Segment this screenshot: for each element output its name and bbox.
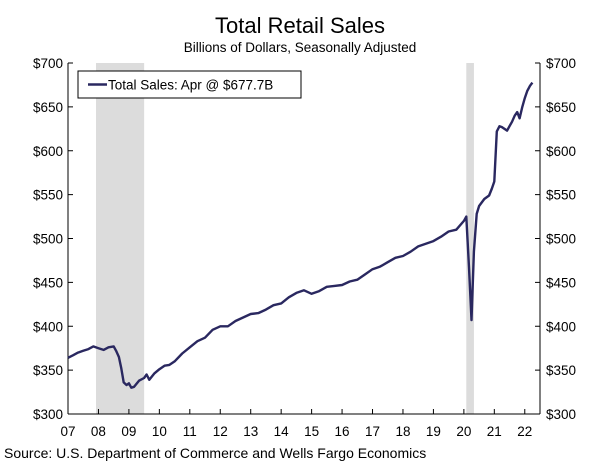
y-tick-label-left: $650 — [33, 100, 63, 115]
x-tick-label: 21 — [487, 424, 502, 439]
source-note: Source: U.S. Department of Commerce and … — [4, 445, 427, 461]
recession-shading — [96, 63, 474, 414]
y-tick-label-left: $350 — [33, 363, 63, 378]
recession-band — [466, 63, 474, 414]
y-tick-label-right: $500 — [546, 232, 576, 247]
x-tick-label: 17 — [365, 424, 380, 439]
y-tick-label-left: $300 — [33, 407, 63, 422]
series-layer — [67, 81, 534, 389]
x-tick-label: 15 — [304, 424, 319, 439]
y-tick-label-right: $600 — [546, 144, 576, 159]
x-tick-label: 10 — [152, 424, 167, 439]
legend: Total Sales: Apr @ $677.7B — [77, 70, 302, 99]
y-tick-label-left: $500 — [33, 232, 63, 247]
y-tick-label-right: $450 — [546, 275, 576, 290]
y-tick-label-right: $350 — [546, 363, 576, 378]
legend-label: Total Sales: Apr @ $677.7B — [108, 78, 273, 93]
x-tick-label: 14 — [274, 424, 290, 439]
x-tick-label: 09 — [121, 424, 136, 439]
y-tick-label-right: $550 — [546, 188, 576, 203]
y-tick-label-left: $450 — [33, 275, 63, 290]
x-tick-label: 22 — [517, 424, 532, 439]
tick-labels: $300 $300 $350 $350 $400 $400 $450 $450 $500 $500… — [33, 56, 576, 439]
recession-band — [96, 63, 145, 414]
x-tick-label: 12 — [213, 424, 228, 439]
x-tick-label: 11 — [183, 424, 197, 439]
x-tick-label: 08 — [91, 424, 106, 439]
x-tick-label: 16 — [335, 424, 350, 439]
x-tick-label: 07 — [60, 424, 75, 439]
x-tick-label: 19 — [426, 424, 441, 439]
series-line — [67, 81, 534, 389]
chart-title: Total Retail Sales — [215, 13, 385, 38]
y-tick-label-right: $650 — [546, 100, 576, 115]
x-tick-label: 13 — [243, 424, 258, 439]
legend-box — [77, 70, 302, 99]
x-tick-label: 20 — [456, 424, 471, 439]
y-tick-label-left: $600 — [33, 144, 63, 159]
chart-axes — [67, 62, 541, 415]
y-tick-label-left: $700 — [33, 56, 63, 71]
y-tick-label-right: $700 — [546, 56, 576, 71]
y-tick-label-right: $400 — [546, 319, 576, 334]
chart-subtitle: Billions of Dollars, Seasonally Adjusted — [183, 40, 417, 55]
x-tick-label: 18 — [395, 424, 410, 439]
y-tick-label-right: $300 — [546, 407, 576, 422]
y-tick-label-left: $550 — [33, 188, 63, 203]
y-tick-label-left: $400 — [33, 319, 63, 334]
